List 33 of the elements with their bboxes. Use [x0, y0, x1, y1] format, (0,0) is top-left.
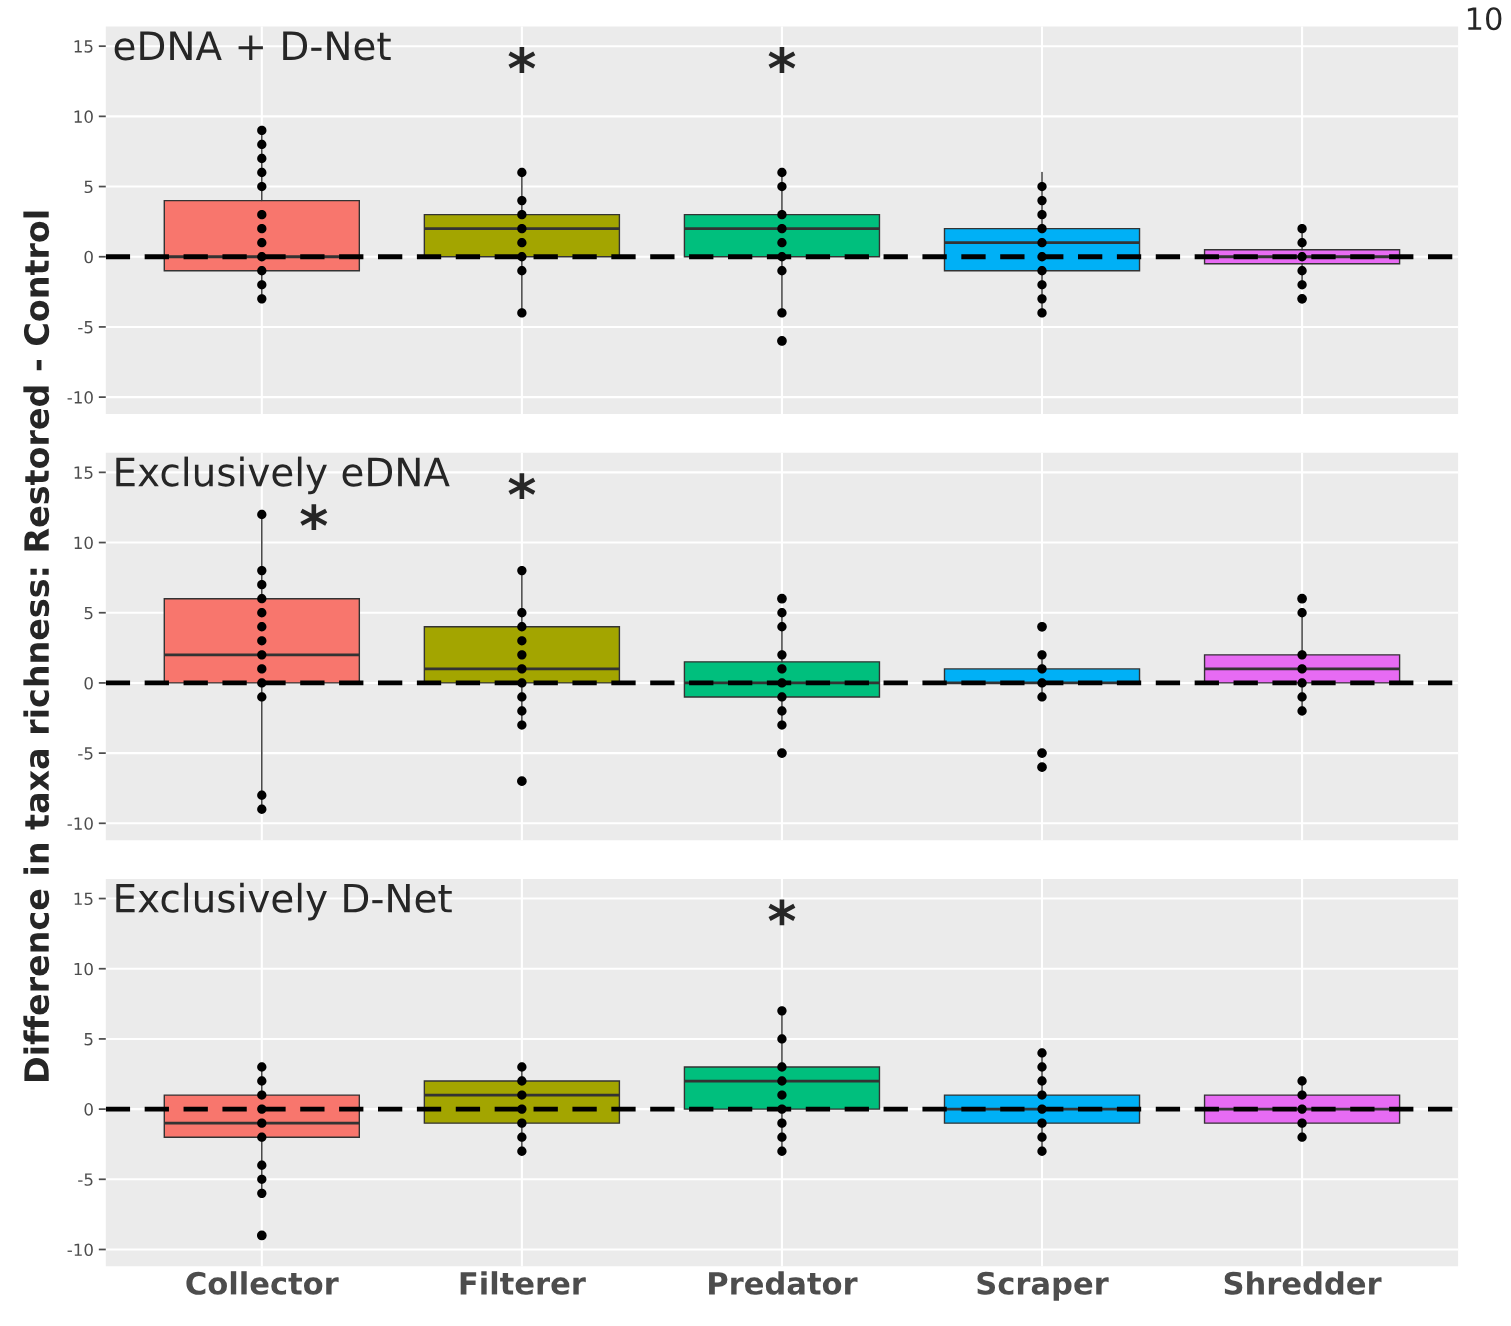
annotation: *: [508, 473, 536, 500]
annotation: *: [768, 47, 796, 73]
y-tick-label: 10: [74, 536, 93, 550]
y-tick-label: 0: [84, 250, 93, 264]
y-tick-label: -5: [78, 747, 93, 760]
annotation: *: [300, 504, 328, 531]
annotation: *: [508, 47, 536, 73]
y-tick-label: 15: [74, 892, 93, 906]
x-tick-label: Shredder: [1224, 1271, 1382, 1295]
y-tick-label: 5: [84, 606, 93, 620]
y-tick-label: 10: [74, 962, 93, 976]
y-tick-label: -5: [78, 321, 93, 334]
annotation: *: [768, 899, 796, 926]
chart-title: eDNA + D-Net: [114, 31, 391, 61]
y-tick-label: 15: [74, 466, 93, 479]
x-tick-label: Predator: [709, 1271, 858, 1295]
y-tick-label: -10: [67, 391, 93, 404]
chart-title: Exclusively D-Net: [116, 882, 452, 921]
y-tick-label: -10: [67, 1243, 93, 1257]
x-tick-label: Collector: [186, 1271, 339, 1295]
text: 10: [1467, 7, 1502, 31]
x-tick-label: Scraper: [977, 1271, 1109, 1301]
y-tick-label: 5: [84, 1033, 93, 1046]
y-tick-label: 5: [84, 180, 93, 194]
y-tick-label: -5: [78, 1173, 93, 1186]
chart-title: Exclusively eDNA: [116, 456, 450, 495]
y-tick-label: 0: [84, 676, 93, 690]
y-tick-label: 10: [74, 110, 93, 123]
y-axis-title: Difference in taxa richness: Restored - Control: [23, 211, 50, 1081]
x-tick-label: Filterer: [460, 1271, 586, 1295]
y-tick-label: 15: [74, 40, 93, 53]
y-tick-label: 0: [84, 1103, 93, 1116]
y-tick-label: -10: [67, 817, 93, 830]
